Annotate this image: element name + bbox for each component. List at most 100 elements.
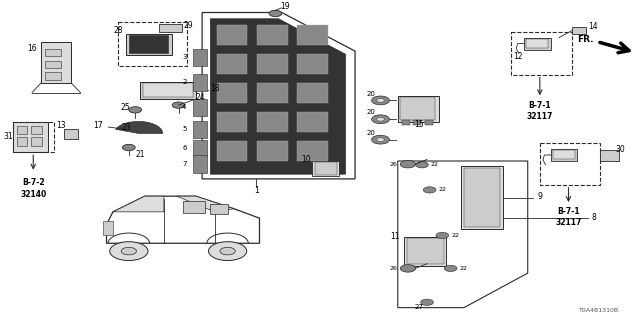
Bar: [257, 25, 287, 45]
Bar: [600, 150, 620, 161]
Text: 22: 22: [460, 266, 467, 271]
Bar: [118, 22, 187, 66]
Circle shape: [172, 102, 185, 108]
Text: 23: 23: [122, 123, 131, 132]
Text: 20: 20: [367, 91, 376, 97]
Bar: [297, 25, 328, 45]
Circle shape: [377, 138, 385, 141]
Text: 32140: 32140: [20, 190, 46, 199]
Bar: [143, 83, 193, 97]
Text: 31: 31: [3, 132, 13, 141]
Circle shape: [423, 187, 436, 193]
Circle shape: [109, 242, 148, 260]
Bar: [540, 143, 600, 185]
Text: 32117: 32117: [527, 112, 553, 121]
Bar: [257, 112, 287, 132]
Bar: [550, 149, 577, 161]
Text: 26: 26: [390, 266, 398, 271]
Bar: [126, 35, 172, 55]
Text: 10: 10: [301, 155, 311, 164]
Text: B-7-1: B-7-1: [557, 207, 580, 216]
Circle shape: [269, 10, 282, 17]
Bar: [217, 83, 247, 103]
Bar: [31, 125, 42, 134]
Text: 26: 26: [390, 162, 398, 167]
Bar: [552, 150, 575, 159]
Text: 22: 22: [431, 162, 438, 167]
Bar: [140, 82, 196, 99]
Bar: [31, 138, 42, 146]
Bar: [572, 27, 586, 34]
Text: 9: 9: [538, 192, 542, 201]
Bar: [159, 24, 182, 32]
Bar: [193, 140, 207, 157]
Text: B-7-2: B-7-2: [22, 178, 45, 187]
Bar: [103, 221, 113, 236]
Bar: [45, 72, 61, 80]
Bar: [13, 122, 54, 152]
Text: 7: 7: [182, 161, 186, 167]
Bar: [17, 138, 27, 146]
Bar: [41, 42, 72, 83]
Wedge shape: [116, 122, 163, 133]
Bar: [464, 168, 500, 227]
Circle shape: [121, 247, 136, 255]
Bar: [297, 54, 328, 74]
Text: 29: 29: [184, 20, 193, 29]
Bar: [397, 96, 439, 122]
Bar: [129, 36, 168, 53]
Bar: [413, 120, 421, 125]
Bar: [257, 83, 287, 103]
Bar: [64, 129, 78, 139]
Text: 12: 12: [513, 52, 522, 61]
Polygon shape: [177, 196, 234, 212]
Circle shape: [400, 265, 415, 272]
Circle shape: [122, 144, 135, 151]
Circle shape: [220, 247, 236, 255]
Bar: [401, 120, 410, 125]
Bar: [297, 83, 328, 103]
Bar: [297, 112, 328, 132]
Bar: [193, 74, 207, 91]
Text: 13: 13: [56, 121, 66, 130]
Bar: [193, 99, 207, 116]
Text: 4: 4: [182, 104, 186, 110]
Bar: [526, 39, 548, 48]
Bar: [524, 38, 550, 50]
Bar: [193, 155, 207, 172]
Circle shape: [372, 96, 390, 105]
Bar: [217, 54, 247, 74]
Bar: [17, 125, 27, 134]
Text: 14: 14: [588, 22, 598, 31]
Circle shape: [420, 299, 433, 305]
Circle shape: [444, 265, 457, 271]
Text: 16: 16: [27, 44, 36, 53]
Bar: [217, 140, 247, 161]
Circle shape: [372, 115, 390, 124]
Text: 2: 2: [182, 79, 186, 85]
Text: 15: 15: [414, 120, 424, 129]
Bar: [511, 32, 572, 75]
Polygon shape: [113, 196, 164, 212]
Bar: [210, 204, 228, 214]
Text: 22: 22: [438, 188, 446, 192]
Circle shape: [372, 135, 390, 144]
Bar: [45, 49, 61, 56]
Text: 3: 3: [182, 54, 186, 60]
Text: T0A4B1310B: T0A4B1310B: [579, 308, 620, 313]
Text: 5: 5: [182, 126, 186, 132]
Text: 25: 25: [121, 103, 131, 112]
Text: 30: 30: [616, 145, 626, 154]
Text: 24: 24: [195, 93, 205, 102]
Bar: [461, 166, 503, 229]
Text: 32117: 32117: [556, 218, 582, 227]
Text: B-7-1: B-7-1: [529, 100, 551, 110]
Text: 11: 11: [390, 232, 400, 241]
Polygon shape: [211, 19, 346, 174]
Text: 6: 6: [182, 145, 186, 151]
Text: 22: 22: [451, 233, 459, 238]
Bar: [217, 25, 247, 45]
Bar: [297, 140, 328, 161]
Bar: [217, 112, 247, 132]
Circle shape: [377, 117, 385, 121]
